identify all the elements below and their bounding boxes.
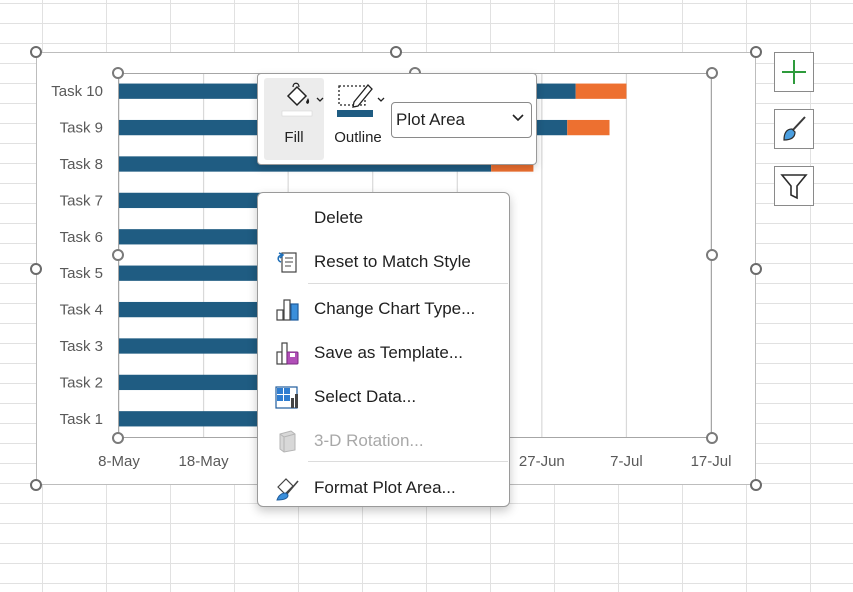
- plot-resize-handle-br[interactable]: [706, 432, 718, 444]
- filter-icon: [780, 174, 808, 200]
- y-tick-label: Task 7: [60, 192, 103, 209]
- y-tick-label: Task 4: [60, 302, 103, 319]
- menu-item-label: Format Plot Area...: [314, 478, 456, 497]
- y-tick-label: Task 3: [60, 338, 103, 355]
- y-tick-label: Task 6: [60, 229, 103, 246]
- rotation-3d-icon: [279, 430, 296, 453]
- x-tick-label: 7-Jul: [610, 453, 643, 470]
- context-menu: Delete Reset to Match Style Change Chart…: [257, 192, 510, 507]
- mini-format-toolbar: Fill Outline Plot Area: [257, 73, 537, 165]
- chart-resize-handle-ml[interactable]: [30, 263, 42, 275]
- menu-item-label: Reset to Match Style: [314, 252, 471, 271]
- menu-item-select-data[interactable]: Select Data...: [258, 376, 509, 416]
- plot-resize-handle-tr[interactable]: [706, 67, 718, 79]
- brush-icon: [783, 116, 806, 141]
- chart-styles-button[interactable]: [774, 109, 814, 149]
- menu-item-label: Change Chart Type...: [314, 299, 476, 318]
- x-tick-label: 8-May: [98, 453, 140, 470]
- menu-separator: [308, 283, 508, 284]
- menu-item-change-chart-type[interactable]: Change Chart Type...: [258, 288, 509, 328]
- select-data-icon: [275, 386, 298, 409]
- menu-item-delete[interactable]: Delete: [258, 197, 509, 237]
- menu-separator: [308, 461, 508, 462]
- fill-button[interactable]: Fill: [264, 78, 324, 160]
- chart-resize-handle-bl[interactable]: [30, 479, 42, 491]
- chevron-down-icon: [512, 114, 524, 122]
- chart-resize-handle-br[interactable]: [750, 479, 762, 491]
- chart-resize-handle-tr[interactable]: [750, 46, 762, 58]
- bar-remaining[interactable]: [575, 83, 627, 99]
- chart-element-select-value: Plot Area: [396, 110, 465, 129]
- outline-button[interactable]: Outline: [328, 78, 388, 160]
- y-tick-label: Task 9: [60, 120, 103, 137]
- chart-element-select[interactable]: Plot Area: [391, 102, 532, 138]
- plot-resize-handle-ml[interactable]: [112, 249, 124, 261]
- chart-resize-handle-tm[interactable]: [390, 46, 402, 58]
- y-tick-label: Task 10: [51, 83, 103, 100]
- menu-item-label: 3-D Rotation...: [314, 431, 424, 450]
- y-tick-label: Task 5: [60, 265, 103, 282]
- plot-resize-handle-bl[interactable]: [112, 432, 124, 444]
- x-tick-label: 17-Jul: [691, 453, 732, 470]
- menu-item-save-template[interactable]: Save as Template...: [258, 332, 509, 372]
- menu-item-3d-rotation: 3-D Rotation...: [258, 420, 509, 460]
- menu-item-reset-style[interactable]: Reset to Match Style: [258, 241, 509, 281]
- pencil-outline-icon: [337, 84, 385, 117]
- outline-label: Outline: [334, 129, 382, 146]
- chart-resize-handle-tl[interactable]: [30, 46, 42, 58]
- y-tick-label: Task 2: [60, 374, 103, 391]
- y-tick-label: Task 1: [60, 411, 103, 428]
- bar-remaining[interactable]: [567, 119, 610, 136]
- reset-style-icon: [277, 252, 297, 273]
- format-area-icon: [276, 478, 299, 501]
- paint-bucket-icon: [281, 82, 324, 117]
- plus-icon: [782, 60, 806, 84]
- fill-label: Fill: [284, 129, 304, 146]
- plot-resize-handle-tl[interactable]: [112, 67, 124, 79]
- menu-item-format-plot-area[interactable]: Format Plot Area...: [258, 467, 509, 507]
- chart-resize-handle-mr[interactable]: [750, 263, 762, 275]
- chart-type-icon: [276, 299, 299, 321]
- x-tick-label: 18-May: [179, 453, 230, 470]
- menu-item-label: Save as Template...: [314, 343, 463, 362]
- menu-item-label: Select Data...: [314, 387, 417, 406]
- y-tick-label: Task 8: [60, 156, 103, 173]
- chart-filters-button[interactable]: [774, 166, 814, 206]
- plot-resize-handle-mr[interactable]: [706, 249, 718, 261]
- menu-item-label: Delete: [314, 208, 364, 227]
- x-tick-label: 27-Jun: [519, 453, 565, 470]
- chart-elements-button[interactable]: [774, 52, 814, 92]
- save-template-icon: [276, 342, 299, 365]
